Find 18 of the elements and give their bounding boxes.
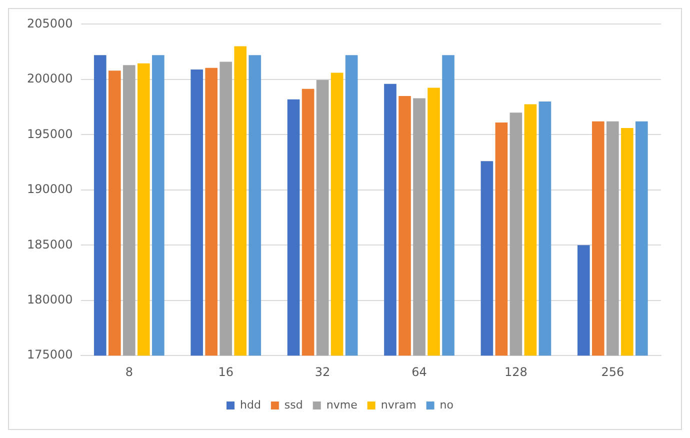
- x-tick-label: 16: [218, 364, 234, 379]
- y-tick-label: 195000: [26, 126, 73, 141]
- y-tick-label: 190000: [26, 182, 73, 196]
- y-tick-label: 180000: [26, 292, 73, 306]
- x-tick-label: 128: [504, 364, 528, 379]
- x-tick-label: 32: [314, 364, 330, 379]
- x-tick-label: 64: [412, 364, 427, 379]
- legend-label: nvme: [326, 398, 358, 412]
- x-tick-label: 256: [601, 364, 624, 379]
- legend-label: nvram: [380, 398, 416, 412]
- y-tick-label: 175000: [26, 348, 73, 362]
- legend-label: hdd: [240, 398, 261, 412]
- y-tick-label: 185000: [26, 237, 73, 252]
- y-tick-label: 205000: [26, 16, 73, 30]
- x-tick-label: 8: [125, 364, 133, 379]
- legend-label: ssd: [284, 398, 303, 412]
- legend-label: no: [440, 398, 454, 412]
- y-tick-label: 200000: [26, 72, 73, 86]
